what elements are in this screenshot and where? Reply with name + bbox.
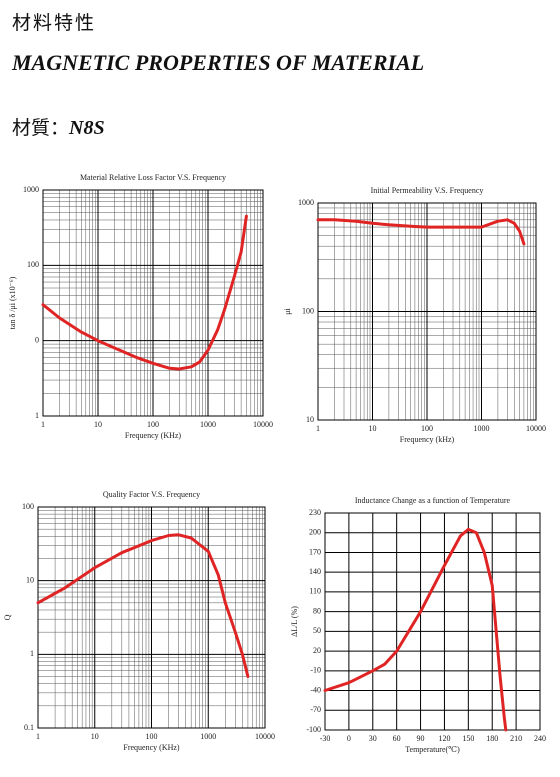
y-tick-label: 10	[306, 415, 314, 424]
x-axis-label: Frequency (kHz)	[400, 435, 455, 444]
y-tick-label: 140	[309, 567, 321, 576]
chart-title: Material Relative Loss Factor V.S. Frequ…	[80, 173, 226, 182]
x-tick-label: 180	[486, 734, 498, 743]
x-tick-label: 210	[510, 734, 522, 743]
y-axis-label: ΔL/L (%)	[290, 606, 299, 637]
y-tick-label: 1	[30, 649, 34, 658]
x-tick-label: -30	[320, 734, 331, 743]
y-tick-label: 1000	[298, 198, 314, 207]
x-tick-label: 0	[347, 734, 351, 743]
material-label: 材質：	[12, 118, 70, 139]
title-en: MAGNETIC PROPERTIES OF MATERIAL	[12, 50, 425, 75]
data-line	[41, 214, 248, 371]
x-tick-label: 10	[94, 420, 102, 429]
x-tick-label: 100	[146, 732, 158, 741]
y-tick-label: 100	[22, 502, 34, 511]
x-tick-label: 1	[316, 424, 320, 433]
x-tick-label: 1	[41, 420, 45, 429]
x-tick-label: 90	[417, 734, 425, 743]
chart-title: Quality Factor V.S. Frequency	[103, 490, 200, 499]
y-tick-label: -100	[306, 725, 321, 734]
x-tick-label: 1	[36, 732, 40, 741]
x-tick-label: 1000	[200, 732, 216, 741]
x-tick-label: 100	[421, 424, 433, 433]
x-axis-label: Frequency (KHz)	[123, 743, 180, 752]
material: 材質：N8S	[12, 113, 105, 140]
material-name: N8S	[69, 117, 105, 139]
y-tick-label: 100	[302, 306, 314, 315]
y-axis-label: Q	[3, 614, 12, 620]
y-tick-label: 80	[313, 606, 321, 615]
x-tick-label: 1000	[200, 420, 216, 429]
y-tick-label: -70	[310, 705, 321, 714]
y-tick-label: 10	[26, 575, 34, 584]
x-tick-label: 10000	[255, 732, 275, 741]
x-tick-label: 10	[91, 732, 99, 741]
x-tick-label: 1000	[474, 424, 490, 433]
y-axis-label: tan δ /μi (x10⁻⁶)	[8, 276, 17, 329]
data-line	[36, 533, 250, 678]
x-axis-label: Temperature(℃)	[405, 745, 460, 754]
y-tick-label: 1	[35, 411, 39, 420]
x-tick-label: 240	[534, 734, 546, 743]
y-tick-label: 230	[309, 508, 321, 517]
y-tick-label: 1000	[23, 185, 39, 194]
x-tick-label: 100	[147, 420, 159, 429]
y-axis-label: μi	[283, 307, 292, 314]
x-tick-label: 60	[393, 734, 401, 743]
x-axis-label: Frequency (KHz)	[125, 431, 182, 440]
x-tick-label: 10	[369, 424, 377, 433]
x-tick-label: 30	[369, 734, 377, 743]
data-line	[316, 218, 526, 246]
y-tick-label: 50	[313, 626, 321, 635]
x-tick-label: 120	[438, 734, 450, 743]
data-line	[323, 527, 508, 732]
y-tick-label: -10	[310, 666, 321, 675]
title-cn: 材料特性	[12, 13, 97, 34]
x-tick-label: 10000	[526, 424, 546, 433]
y-tick-label: 170	[309, 547, 321, 556]
y-tick-label: 200	[309, 528, 321, 537]
x-tick-label: 150	[462, 734, 474, 743]
chart-title: Inductance Change as a function of Tempe…	[355, 496, 511, 505]
plot-frame	[324, 512, 541, 731]
y-tick-label: -40	[310, 685, 321, 694]
y-tick-label: 100	[27, 260, 39, 269]
x-tick-label: 10000	[253, 420, 273, 429]
y-tick-label: 20	[313, 646, 321, 655]
y-tick-label: 0.1	[24, 723, 34, 732]
y-tick-label: 110	[309, 587, 321, 596]
chart-title: Initial Permeability V.S. Frequency	[371, 186, 484, 195]
y-tick-label: 0	[35, 335, 39, 344]
